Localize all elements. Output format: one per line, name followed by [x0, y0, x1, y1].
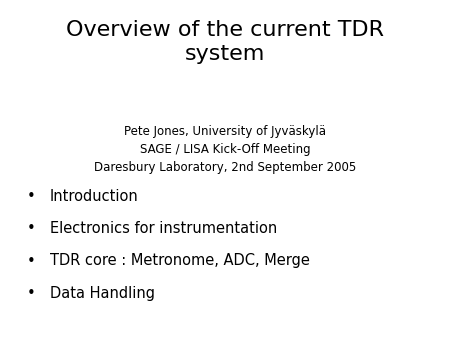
Text: TDR core : Metronome, ADC, Merge: TDR core : Metronome, ADC, Merge	[50, 254, 310, 268]
Text: Introduction: Introduction	[50, 189, 138, 204]
Text: Data Handling: Data Handling	[50, 286, 154, 300]
Text: •: •	[27, 286, 36, 300]
Text: Electronics for instrumentation: Electronics for instrumentation	[50, 221, 277, 236]
Text: Overview of the current TDR
system: Overview of the current TDR system	[66, 20, 384, 64]
Text: •: •	[27, 254, 36, 268]
Text: •: •	[27, 189, 36, 204]
Text: •: •	[27, 221, 36, 236]
Text: Pete Jones, University of Jyväskylä
SAGE / LISA Kick-Off Meeting
Daresbury Labor: Pete Jones, University of Jyväskylä SAGE…	[94, 125, 356, 174]
